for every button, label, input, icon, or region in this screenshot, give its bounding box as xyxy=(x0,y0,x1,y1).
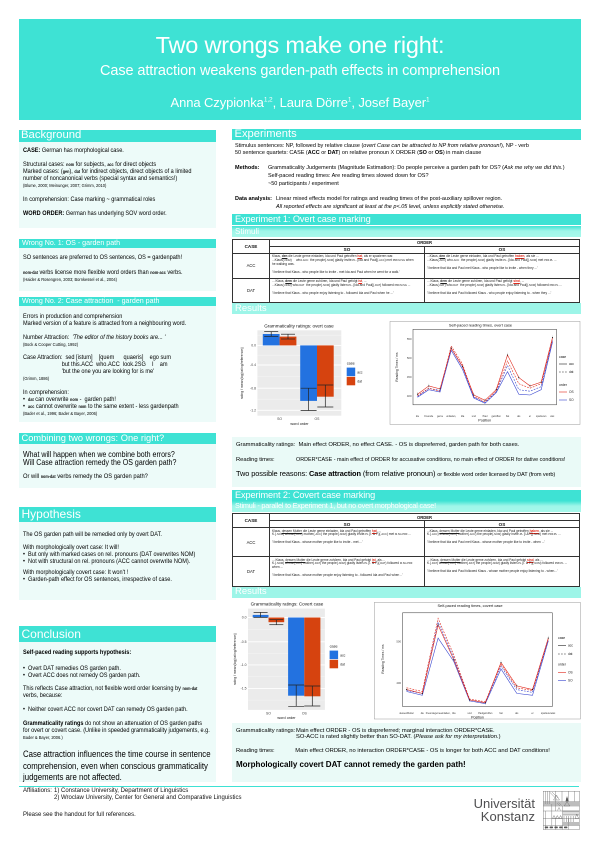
svg-text:acc: acc xyxy=(357,371,363,375)
svg-text:OS: OS xyxy=(302,711,308,715)
svg-text:gerne: gerne xyxy=(437,415,444,418)
svg-text:SO: SO xyxy=(266,711,271,715)
svg-text:hat: hat xyxy=(499,712,503,715)
svg-text:Grammaticality ratings: overt: Grammaticality ratings: overt case xyxy=(264,324,334,329)
svg-text:Reading Times / ms: Reading Times / ms xyxy=(395,352,399,381)
svg-text:als: als xyxy=(515,712,519,715)
svg-text:-1.5: -1.5 xyxy=(241,686,247,690)
svg-text:dat: dat xyxy=(569,370,574,374)
svg-text:500: 500 xyxy=(407,356,412,360)
svg-text:Grammaticality ratings: Covert: Grammaticality ratings: Covert case xyxy=(251,601,324,606)
svg-text:acc: acc xyxy=(568,643,573,647)
svg-text:case: case xyxy=(559,355,566,359)
svg-text:Paul: Paul xyxy=(483,415,488,418)
svg-text:rating / mean(log(rating/refer: rating / mean(log(rating/reference)) xyxy=(233,632,237,685)
svg-text:Position: Position xyxy=(471,715,484,719)
svg-text:550: 550 xyxy=(407,337,412,341)
svg-text:-0.5: -0.5 xyxy=(241,640,247,644)
svg-text:0.0: 0.0 xyxy=(251,344,256,348)
svg-text:acc: acc xyxy=(340,653,346,657)
svg-text:Freundegerneeinladen,: Freundegerneeinladen, xyxy=(426,712,451,715)
svg-text:er: er xyxy=(531,712,533,715)
svg-text:Self-paced reading times, cove: Self-paced reading times, covert case xyxy=(437,603,502,608)
svg-text:400: 400 xyxy=(407,394,412,398)
svg-text:Position: Position xyxy=(478,419,491,423)
svg-text:SO: SO xyxy=(569,398,574,402)
svg-text:war.: war. xyxy=(550,415,555,418)
svg-text:Reading Times / ms: Reading Times / ms xyxy=(381,644,385,673)
svg-text:dat: dat xyxy=(340,662,345,666)
svg-text:order: order xyxy=(558,662,567,666)
svg-text:500: 500 xyxy=(396,639,401,643)
svg-text:einladen,: einladen, xyxy=(446,415,456,418)
svg-text:-1.2: -1.2 xyxy=(250,409,256,413)
svg-text:400: 400 xyxy=(396,680,401,684)
svg-text:order: order xyxy=(559,383,568,387)
svg-text:und: und xyxy=(472,415,477,418)
svg-text:case: case xyxy=(347,362,355,366)
svg-text:0.0: 0.0 xyxy=(242,615,247,619)
svg-text:-0.4: -0.4 xyxy=(250,363,256,367)
svg-text:-0.8: -0.8 xyxy=(250,386,256,390)
svg-text:Freunde: Freunde xyxy=(424,415,434,418)
svg-text:dat: dat xyxy=(568,652,573,656)
svg-text:und: und xyxy=(468,712,473,715)
svg-text:spazierenwar.: spazierenwar. xyxy=(541,712,556,715)
svg-text:SO: SO xyxy=(568,678,573,682)
svg-text:Self-paced reading times, over: Self-paced reading times, overt case xyxy=(449,323,512,328)
svg-text:dat: dat xyxy=(357,380,362,384)
svg-text:spazieren: spazieren xyxy=(536,415,547,418)
svg-text:word order: word order xyxy=(290,422,309,426)
svg-text:die: die xyxy=(416,415,420,418)
svg-text:getroffen: getroffen xyxy=(491,415,501,418)
svg-text:case: case xyxy=(330,644,338,648)
svg-text:dessenMutter: dessenMutter xyxy=(399,712,414,715)
svg-text:rating / mean(log(rating/refer: rating / mean(log(rating/reference)) xyxy=(240,347,244,400)
svg-text:Ida: Ida xyxy=(461,415,465,418)
svg-text:OS: OS xyxy=(568,670,573,674)
svg-text:hat: hat xyxy=(506,415,510,418)
svg-text:acc: acc xyxy=(569,362,574,366)
svg-text:Ida: Ida xyxy=(452,712,456,715)
svg-text:case: case xyxy=(558,636,565,640)
svg-text:OS: OS xyxy=(315,417,321,421)
svg-text:die: die xyxy=(421,712,425,715)
svg-text:als: als xyxy=(517,415,521,418)
svg-text:Paulgetroffen: Paulgetroffen xyxy=(478,712,493,715)
svg-text:450: 450 xyxy=(407,375,412,379)
svg-text:word order: word order xyxy=(277,716,296,720)
svg-text:OS: OS xyxy=(569,390,574,394)
svg-text:SO: SO xyxy=(277,417,282,421)
svg-text:-1.0: -1.0 xyxy=(241,663,247,667)
svg-text:er: er xyxy=(529,415,531,418)
